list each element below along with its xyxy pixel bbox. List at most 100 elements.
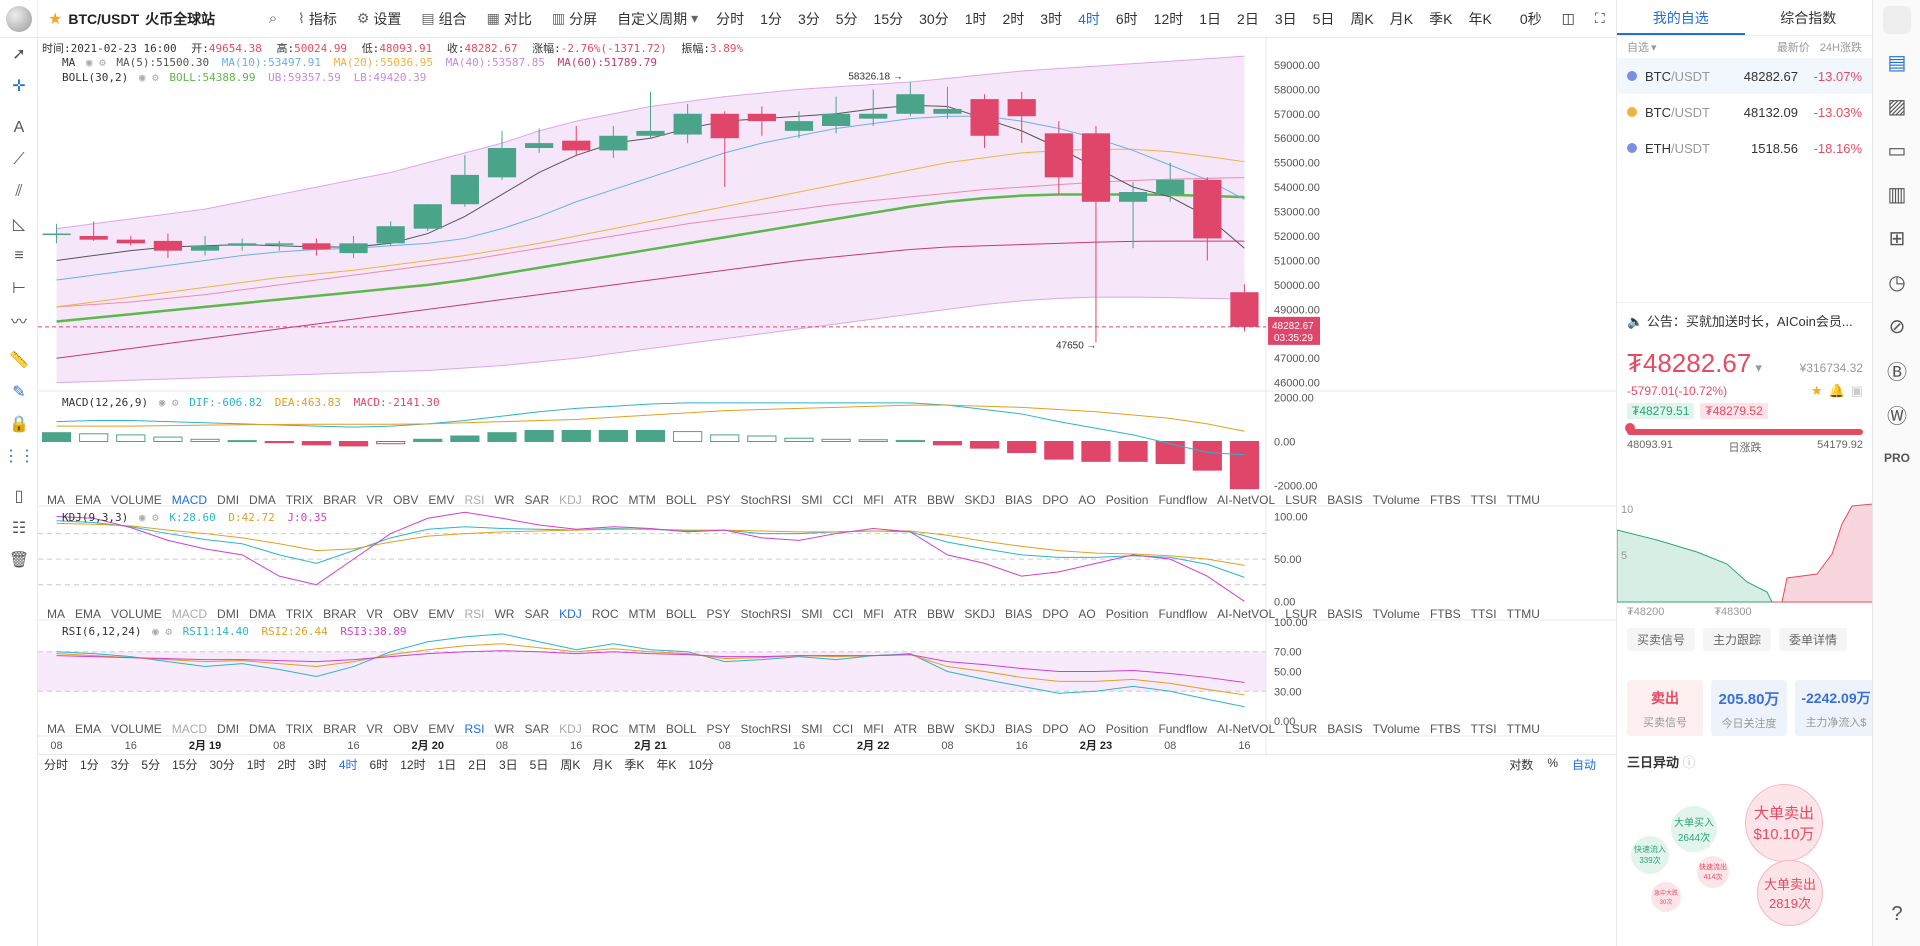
- wave-icon[interactable]: 〰: [10, 314, 27, 331]
- indicator-tab-obv[interactable]: OBV: [393, 493, 419, 507]
- indicator-tab-sar[interactable]: SAR: [524, 607, 550, 621]
- indicator-tab-smi[interactable]: SMI: [801, 722, 823, 736]
- bookmark-icon[interactable]: ▯: [14, 488, 24, 505]
- b-icon[interactable]: Ⓑ: [1887, 361, 1907, 384]
- chevron-down-icon[interactable]: ▾: [1755, 360, 1762, 375]
- period-7[interactable]: 2时: [1002, 10, 1025, 27]
- period-12[interactable]: 1日: [1199, 10, 1222, 27]
- watchlist-row[interactable]: BTC /USDT 48282.67 -13.07%: [1617, 58, 1872, 94]
- bubble-big-sell-amount[interactable]: 大单卖出 $10.10万: [1745, 784, 1823, 862]
- indicator-tab-mfi[interactable]: MFI: [863, 607, 884, 621]
- clock-icon[interactable]: ◷: [1888, 271, 1906, 294]
- indicator-tab-kdj[interactable]: KDJ: [559, 607, 582, 621]
- period-8[interactable]: 3时: [1040, 10, 1063, 27]
- indicator-tab-kdj[interactable]: KDJ: [559, 493, 582, 507]
- bottom-period-17[interactable]: 月K: [592, 758, 613, 772]
- indicator-tab-vr[interactable]: VR: [366, 722, 384, 736]
- bottom-period-13[interactable]: 2日: [468, 758, 487, 772]
- gear-icon[interactable]: ◉ ⚙: [152, 625, 172, 638]
- bubble-fast-inflow[interactable]: 快速流入 339次: [1631, 836, 1669, 874]
- period-13[interactable]: 2日: [1237, 10, 1259, 27]
- indicator-tab-sar[interactable]: SAR: [524, 493, 550, 507]
- indicator-tab-dma[interactable]: DMA: [249, 607, 276, 621]
- custom-period-dropdown[interactable]: 自定义周期 ▾: [607, 9, 708, 29]
- bottom-period-18[interactable]: 季K: [624, 758, 645, 772]
- cursor-icon[interactable]: ➚: [12, 46, 26, 63]
- indicator-tab-position[interactable]: Position: [1105, 607, 1149, 621]
- indicator-tab-skdj[interactable]: SKDJ: [964, 493, 996, 507]
- indicator-tab-macd[interactable]: MACD: [171, 493, 208, 507]
- bottom-period-4[interactable]: 15分: [172, 758, 198, 772]
- indicator-tab-ttmu[interactable]: TTMU: [1506, 722, 1540, 736]
- bottom-period-2[interactable]: 3分: [110, 758, 130, 772]
- bottom-period-16[interactable]: 周K: [560, 758, 581, 772]
- indicator-tab-bias[interactable]: BIAS: [1005, 493, 1033, 507]
- indicator-tab-cci[interactable]: CCI: [832, 493, 854, 507]
- indicator-tab-macd[interactable]: MACD: [171, 722, 208, 736]
- indicator-tab-wr[interactable]: WR: [494, 722, 515, 736]
- indicator-tab-dmi[interactable]: DMI: [217, 493, 240, 507]
- indicator-tab-emv[interactable]: EMV: [428, 493, 455, 507]
- tab-trade-signal[interactable]: 买卖信号: [1627, 628, 1696, 651]
- magnet-icon[interactable]: ⋮⋮: [3, 448, 35, 465]
- help-icon[interactable]: ?: [1891, 902, 1903, 925]
- percent-scale-toggle[interactable]: %: [1547, 756, 1558, 770]
- period-9[interactable]: 4时: [1078, 10, 1100, 27]
- indicator-tab-cci[interactable]: CCI: [832, 722, 854, 736]
- indicator-tab-volume[interactable]: VOLUME: [111, 722, 162, 736]
- indicator-tab-ma[interactable]: MA: [47, 722, 65, 736]
- bell-icon[interactable]: 🔔: [1828, 383, 1845, 398]
- crosshair-icon[interactable]: ✛: [12, 78, 26, 95]
- period-15[interactable]: 5日: [1312, 10, 1335, 27]
- indicator-tab-bias[interactable]: BIAS: [1005, 607, 1033, 621]
- indicator-tab-mtm[interactable]: MTM: [628, 607, 656, 621]
- indicator-tab-rsi[interactable]: RSI: [464, 607, 485, 621]
- indicator-tab-trix[interactable]: TRIX: [285, 722, 314, 736]
- bubble-fast-outflow[interactable]: 快速流出 414次: [1697, 856, 1729, 888]
- trend-line-icon[interactable]: ⟋: [13, 151, 25, 168]
- bottom-period-15[interactable]: 5日: [529, 758, 549, 772]
- indicator-tab-emv[interactable]: EMV: [428, 607, 455, 621]
- indicator-tab-sar[interactable]: SAR: [524, 722, 550, 736]
- watchlist-row[interactable]: BTC /USDT 48132.09 -13.03%: [1617, 94, 1872, 130]
- indicator-tab-dmi[interactable]: DMI: [217, 607, 240, 621]
- brush-icon[interactable]: ✎: [12, 384, 26, 401]
- indicator-tab-vr[interactable]: VR: [366, 493, 384, 507]
- indicator-tab-mtm[interactable]: MTM: [628, 493, 656, 507]
- camera-icon[interactable]: ◫: [1561, 10, 1575, 26]
- indicator-tab-basis[interactable]: BASIS: [1327, 722, 1363, 736]
- bubble-big-buy[interactable]: 大单买入 2644次: [1671, 806, 1717, 852]
- bubble-big-sell-count[interactable]: 大单卖出 2819次: [1757, 860, 1823, 926]
- indicator-tab-psy[interactable]: PSY: [706, 493, 731, 507]
- bottom-period-9[interactable]: 4时: [338, 758, 358, 772]
- expand-icon[interactable]: ▣: [1850, 383, 1863, 398]
- bottom-period-14[interactable]: 3日: [498, 758, 518, 772]
- announcement[interactable]: 🔈 公告：买就加送时长，AICoin会员...: [1617, 302, 1873, 338]
- symbol-selector[interactable]: ★ BTC/USDT 火币全球站: [38, 9, 258, 29]
- chart-canvas[interactable]: 59000.00 58000.00 57000.00 56000.00 55000.00…: [38, 38, 1616, 946]
- bottom-period-5[interactable]: 30分: [209, 758, 235, 772]
- indicator-tab-ai-netvol[interactable]: AI-NetVOL: [1217, 607, 1276, 621]
- indicator-tab-smi[interactable]: SMI: [801, 493, 823, 507]
- indicator-tab-roc[interactable]: ROC: [591, 493, 619, 507]
- compare-button[interactable]: ▦ 对比: [477, 9, 542, 29]
- watchlist-icon[interactable]: ▤: [1887, 51, 1907, 74]
- combine-button[interactable]: ▤ 组合: [411, 9, 476, 29]
- period-19[interactable]: 年K: [1468, 10, 1492, 27]
- indicator-tab-atr[interactable]: ATR: [893, 493, 918, 507]
- indicator-tab-ttmu[interactable]: TTMU: [1506, 607, 1540, 621]
- chart-icon[interactable]: ▨: [1887, 95, 1907, 118]
- indicator-tab-ema[interactable]: EMA: [75, 493, 102, 507]
- period-3[interactable]: 5分: [835, 10, 858, 27]
- period-6[interactable]: 1时: [964, 10, 987, 27]
- indicator-tab-roc[interactable]: ROC: [591, 722, 619, 736]
- fib-icon[interactable]: ⊢: [12, 280, 26, 297]
- indicator-tab-psy[interactable]: PSY: [706, 607, 731, 621]
- indicator-tab-boll[interactable]: BOLL: [665, 493, 697, 507]
- indicator-tab-rsi[interactable]: RSI: [464, 722, 485, 736]
- clipboard-icon[interactable]: ▭: [1887, 139, 1907, 162]
- period-14[interactable]: 3日: [1274, 10, 1297, 27]
- filter-dropdown[interactable]: 自选: [1627, 42, 1649, 54]
- indicator-tab-trix[interactable]: TRIX: [285, 493, 314, 507]
- indicator-tab-lsur[interactable]: LSUR: [1285, 722, 1318, 736]
